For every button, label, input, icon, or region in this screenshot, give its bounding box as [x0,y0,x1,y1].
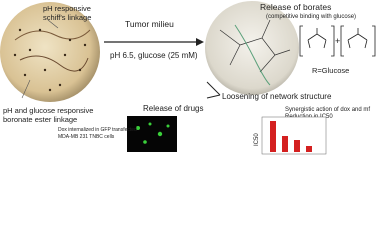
label: Release of borates [260,2,331,12]
right-dish [205,1,299,95]
arrow [206,94,221,99]
ic50-bars [270,121,312,152]
arrow [206,81,221,96]
label: boronate ester linkage [3,115,77,124]
graphical-abstract: pH responsive schiff's linkage pH and gl… [0,1,376,155]
cells [136,122,170,144]
arrow-condition: pH 6.5, glucose (25 mM) [110,51,198,60]
label: Synergistic action of dox and mf [285,107,370,113]
label: Release of drugs [143,104,203,113]
plus: + [335,36,340,46]
arrow-title: Tumor milieu [125,19,174,29]
cell-image [127,116,177,152]
label: schiff's linkage [43,13,91,22]
caption: Dox internalized in GFP transfected [58,127,137,133]
caption: MDA-MB 231 TNBC cells [58,134,115,140]
label: (competitive binding with glucose) [266,14,356,20]
arrow-head [196,38,204,46]
chemical-structure [299,25,376,57]
label: pH and glucose responsive [3,106,93,115]
label: R=Glucose [312,66,349,75]
label: Loosening of network structure [222,92,332,101]
left-dish [0,2,100,102]
axis-label: IC50 [254,133,260,146]
label: pH responsive [43,4,91,13]
